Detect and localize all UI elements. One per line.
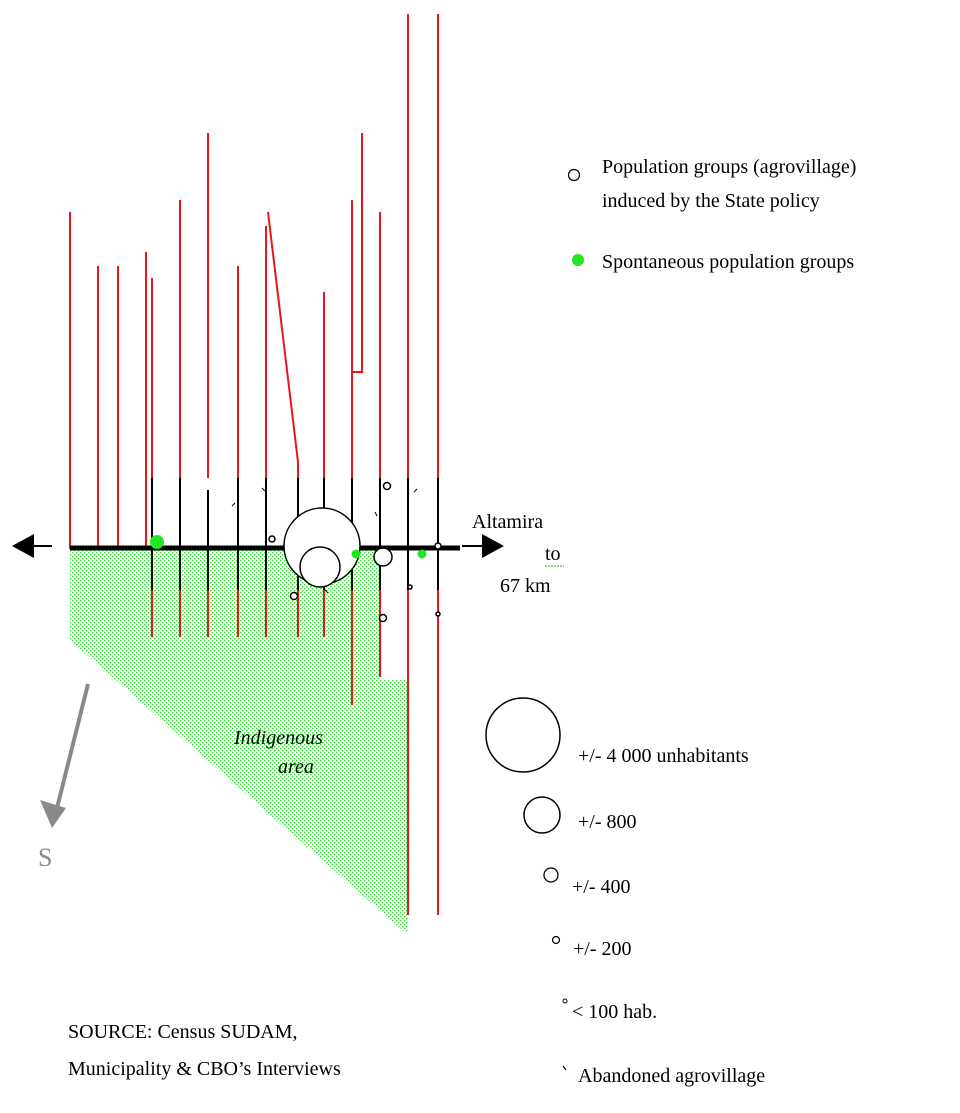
destination-distance: 67 km xyxy=(500,575,551,597)
abandoned-agrovillages xyxy=(231,487,418,594)
legend-agrovillage-icon xyxy=(567,168,581,182)
size-100-icon xyxy=(562,998,568,1004)
arrow-east-icon xyxy=(482,534,504,558)
source-line1: SOURCE: Census SUDAM, xyxy=(68,1021,297,1043)
size-4000-label: +/- 4 000 unhabitants xyxy=(578,745,749,767)
compass-arrow-icon xyxy=(40,800,66,828)
size-800-icon xyxy=(523,796,561,834)
size-200-icon xyxy=(551,935,561,945)
size-200-label: +/- 200 xyxy=(573,938,632,960)
abandoned-icon xyxy=(562,1065,567,1071)
size-400-label: +/- 400 xyxy=(572,876,631,898)
indigenous-label-line1: Indigenous xyxy=(233,727,323,749)
source-line2: Municipality & CBO’s Interviews xyxy=(68,1058,341,1080)
compass-stem xyxy=(55,683,90,809)
legend-agrovillage-label: Population groups (agrovillage) xyxy=(602,156,856,178)
legend-agrovillage-label-line2: induced by the State policy xyxy=(602,190,820,212)
indigenous-label-line2: area xyxy=(278,756,314,778)
side-roads-south xyxy=(151,590,439,915)
abandoned-label: Abandoned agrovillage xyxy=(578,1065,765,1087)
legend-spontaneous-label: Spontaneous population groups xyxy=(602,251,854,273)
compass-label: S xyxy=(38,843,52,872)
size-800-label: +/- 800 xyxy=(578,811,637,833)
destination-prep: to xyxy=(545,543,561,565)
size-400-icon xyxy=(543,867,559,883)
size-4000-icon xyxy=(485,697,561,773)
indigenous-area xyxy=(70,549,408,935)
destination-name: Altamira xyxy=(472,511,543,533)
arrow-west-icon xyxy=(12,534,34,558)
agrovillages xyxy=(268,481,442,623)
spontaneous-groups xyxy=(150,535,427,559)
size-100-label: < 100 hab. xyxy=(572,1001,657,1023)
legend-spontaneous-icon xyxy=(572,254,584,266)
side-roads-north xyxy=(69,14,439,549)
